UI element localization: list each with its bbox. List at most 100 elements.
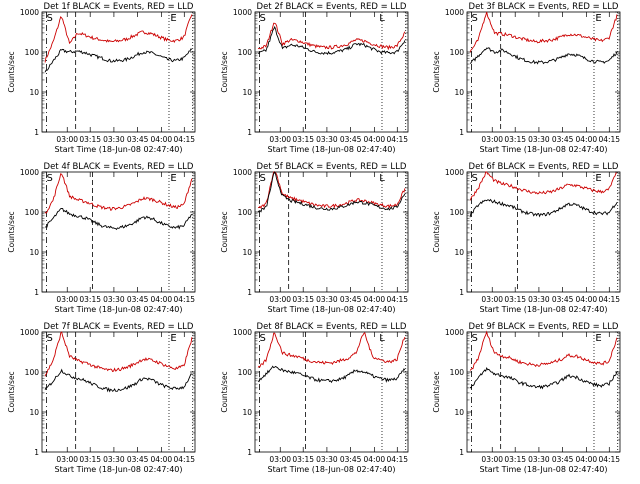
x-tick-label: 03:15 <box>79 135 101 144</box>
x-tick-label: 03:30 <box>103 135 125 144</box>
x-tick-label: 03:00 <box>481 295 503 304</box>
y-tick-label: 1 <box>247 448 252 457</box>
x-tick-label: 04:15 <box>598 295 620 304</box>
x-tick-label: 03:00 <box>269 135 291 144</box>
x-tick-label: 03:00 <box>481 135 503 144</box>
x-tick-label: 04:00 <box>364 135 386 144</box>
detector-plot-5: Det 5f BLACK = Events, RED = LLD 1 10 100 10… <box>220 162 409 314</box>
x-tick-label: 03:30 <box>528 135 550 144</box>
lld-series-line <box>257 332 406 368</box>
y-tick-label: 10 <box>242 408 252 417</box>
lld-series-line <box>469 11 618 53</box>
marker-label-l: L <box>379 13 385 24</box>
plot-title: Det 6f BLACK = Events, RED = LLD <box>469 162 619 172</box>
detector-plot-3: Det 3f BLACK = Events, RED = LLD 1 10 100 10… <box>432 2 621 154</box>
plot-title: Det 9f BLACK = Events, RED = LLD <box>469 322 619 332</box>
x-tick-label: 03:15 <box>292 295 314 304</box>
y-tick-label: 1 <box>459 288 464 297</box>
y-axis-label: Counts/sec <box>432 211 441 252</box>
lld-series-line <box>469 171 618 201</box>
x-axis-label: Start Time (18-Jun-08 02:47:40) <box>268 305 396 314</box>
lld-series-line <box>44 173 193 214</box>
marker-label-s: S <box>46 173 52 184</box>
x-tick-label: 03:15 <box>292 455 314 464</box>
plot-title: Det 8f BLACK = Events, RED = LLD <box>257 322 407 332</box>
x-axis-label: Start Time (18-Jun-08 02:47:40) <box>55 465 183 474</box>
x-tick-label: 03:00 <box>269 295 291 304</box>
x-tick-label: 04:15 <box>598 135 620 144</box>
plot-frame <box>254 171 409 293</box>
y-tick-label: 100 <box>25 368 40 377</box>
plot-frame <box>41 11 196 133</box>
x-tick-label: 03:30 <box>528 455 550 464</box>
y-tick-label: 100 <box>450 208 465 217</box>
x-tick-label: 03:30 <box>103 295 125 304</box>
x-tick-label: 03:45 <box>340 455 362 464</box>
plot-title: Det 1f BLACK = Events, RED = LLD <box>44 2 194 12</box>
y-tick-label: 100 <box>238 48 253 57</box>
y-tick-label: 1000 <box>20 8 39 17</box>
marker-label-s: S <box>46 13 52 24</box>
y-tick-label: 100 <box>238 368 253 377</box>
marker-label-e: E <box>170 13 176 24</box>
events-series-line <box>257 365 406 384</box>
marker-label-e: E <box>170 333 176 344</box>
y-tick-label: 1 <box>247 288 252 297</box>
y-axis-label: Counts/sec <box>220 51 229 92</box>
x-tick-label: 03:45 <box>340 135 362 144</box>
x-tick-label: 03:00 <box>56 295 78 304</box>
x-tick-label: 04:00 <box>364 455 386 464</box>
y-tick-label: 1 <box>34 448 39 457</box>
y-tick-label: 1000 <box>233 8 252 17</box>
events-series-line <box>469 367 618 390</box>
y-tick-label: 1000 <box>445 328 464 337</box>
x-tick-label: 03:30 <box>316 455 338 464</box>
y-tick-label: 1000 <box>445 168 464 177</box>
y-tick-label: 10 <box>29 408 39 417</box>
x-tick-label: 03:15 <box>504 295 526 304</box>
x-axis-label: Start Time (18-Jun-08 02:47:40) <box>480 145 608 154</box>
x-tick-label: 04:15 <box>386 135 408 144</box>
x-tick-label: 03:30 <box>316 135 338 144</box>
detector-plot-4: Det 4f BLACK = Events, RED = LLD 1 10 100 10… <box>7 162 196 314</box>
plot-frame <box>254 331 409 453</box>
y-tick-label: 10 <box>242 248 252 257</box>
y-tick-label: 10 <box>454 248 464 257</box>
x-tick-label: 03:15 <box>79 455 101 464</box>
x-tick-label: 03:45 <box>552 295 574 304</box>
marker-label-s: S <box>471 13 477 24</box>
x-tick-label: 03:45 <box>127 455 149 464</box>
detector-plot-2: Det 2f BLACK = Events, RED = LLD 1 10 100 10… <box>220 2 409 154</box>
detector-plot-6: Det 6f BLACK = Events, RED = LLD 1 10 100 10… <box>432 162 621 314</box>
x-tick-label: 03:15 <box>504 135 526 144</box>
plot-frame <box>466 331 621 453</box>
x-tick-label: 03:45 <box>340 295 362 304</box>
x-axis-label: Start Time (18-Jun-08 02:47:40) <box>55 145 183 154</box>
plot-title: Det 3f BLACK = Events, RED = LLD <box>469 2 619 12</box>
marker-label-l: L <box>379 333 385 344</box>
y-tick-label: 10 <box>29 88 39 97</box>
lld-series-line <box>44 14 193 63</box>
y-tick-label: 1 <box>459 128 464 137</box>
x-tick-label: 04:15 <box>173 135 195 144</box>
x-tick-label: 04:00 <box>364 295 386 304</box>
y-tick-label: 1 <box>34 128 39 137</box>
marker-label-l: L <box>379 173 385 184</box>
events-series-line <box>44 368 193 393</box>
x-tick-label: 04:00 <box>576 295 598 304</box>
x-tick-label: 03:15 <box>79 295 101 304</box>
x-tick-label: 04:15 <box>386 455 408 464</box>
events-series-line <box>44 207 193 231</box>
marker-label-s: S <box>471 333 477 344</box>
events-series-line <box>469 198 618 218</box>
y-tick-label: 1 <box>247 128 252 137</box>
x-tick-label: 04:15 <box>598 455 620 464</box>
y-tick-label: 1000 <box>233 328 252 337</box>
plot-title: Det 4f BLACK = Events, RED = LLD <box>44 162 194 172</box>
events-series-line <box>469 47 618 65</box>
plot-title: Det 7f BLACK = Events, RED = LLD <box>44 322 194 332</box>
lld-series-line <box>44 331 193 377</box>
x-tick-label: 03:15 <box>504 455 526 464</box>
marker-label-e: E <box>595 173 601 184</box>
y-tick-label: 1 <box>34 288 39 297</box>
